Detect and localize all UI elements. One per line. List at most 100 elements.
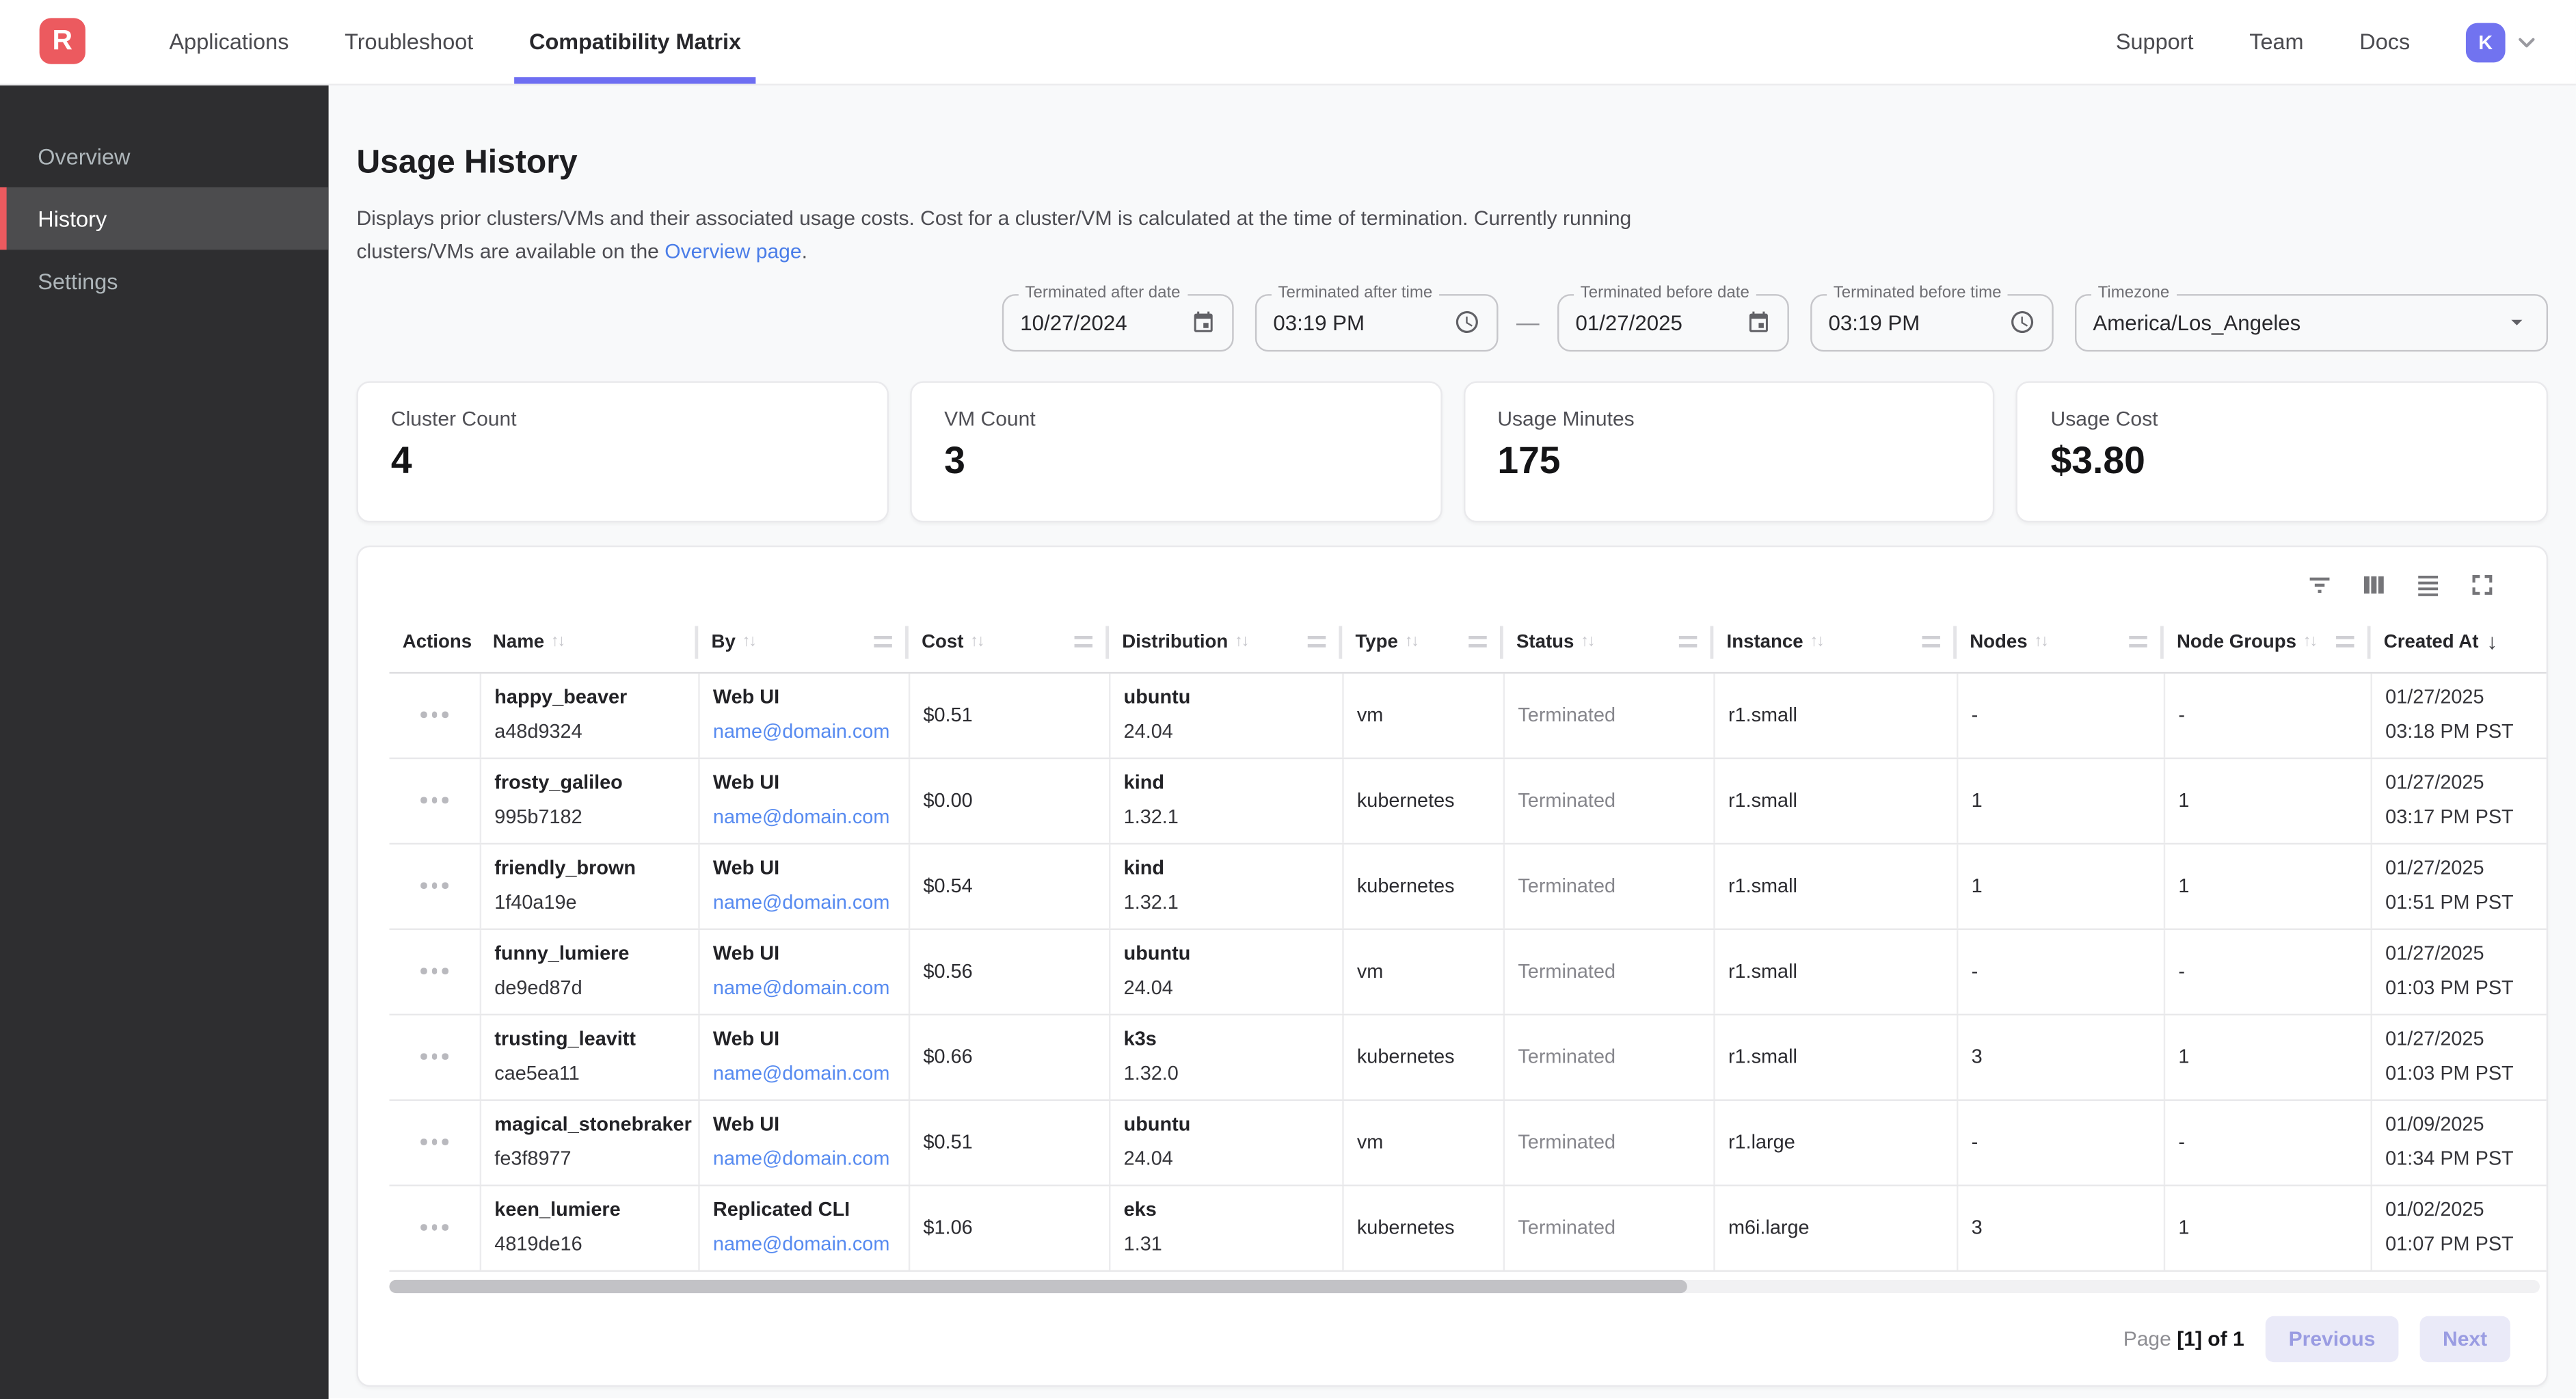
- previous-page-button[interactable]: Previous: [2265, 1315, 2399, 1361]
- sidebar-item-settings[interactable]: Settings: [38, 268, 118, 293]
- sort-arrows-icon[interactable]: ↑↓: [2303, 632, 2318, 651]
- column-header-cost[interactable]: Cost ↑↓: [909, 612, 1110, 671]
- dropdown-caret-icon[interactable]: [2504, 309, 2530, 335]
- account-menu-chevron-down-icon[interactable]: [2514, 29, 2540, 55]
- vm-count-card: VM Count 3: [909, 380, 1442, 522]
- nav-link-support[interactable]: Support: [2115, 29, 2194, 55]
- terminated-before-date-field[interactable]: Terminated before date 01/27/2025: [1557, 283, 1789, 351]
- column-separator[interactable]: [1339, 625, 1343, 658]
- column-separator[interactable]: [2367, 625, 2371, 658]
- column-header-distribution[interactable]: Distribution ↑↓: [1109, 612, 1343, 671]
- terminated-after-time-field[interactable]: Terminated after time 03:19 PM: [1255, 283, 1499, 351]
- node-groups-value: 1: [2178, 874, 2190, 898]
- type-value: kubernetes: [1356, 1045, 1455, 1068]
- column-menu-icon[interactable]: [1922, 635, 1940, 648]
- nav-link-team[interactable]: Team: [2249, 29, 2304, 55]
- column-menu-icon[interactable]: [1678, 635, 1698, 648]
- terminated-after-date-field[interactable]: Terminated after date 10/27/2024: [1002, 283, 1234, 351]
- created-by-email-link[interactable]: name@domain.com: [712, 890, 890, 914]
- column-menu-icon[interactable]: [874, 635, 892, 648]
- column-separator[interactable]: [695, 625, 699, 658]
- row-actions-button[interactable]: [414, 961, 455, 981]
- column-menu-icon[interactable]: [2336, 635, 2354, 648]
- sidebar-item-history[interactable]: History: [0, 187, 329, 250]
- node-groups-value: -: [2178, 959, 2185, 983]
- cluster-id: a48d9324: [494, 719, 582, 743]
- sort-arrows-icon[interactable]: ↑↓: [1234, 632, 1250, 651]
- calendar-icon[interactable]: [1746, 310, 1771, 334]
- created-by-source: Web UI: [712, 1112, 780, 1136]
- column-label: Status: [1516, 631, 1574, 652]
- cell-cost: $0.56: [908, 929, 1109, 1013]
- nav-tab-troubleshoot[interactable]: Troubleshoot: [345, 29, 474, 55]
- user-avatar[interactable]: K: [2465, 22, 2506, 62]
- column-header-by[interactable]: By ↑↓: [698, 612, 909, 671]
- row-actions-button[interactable]: [414, 705, 455, 724]
- clock-icon[interactable]: [1454, 309, 1480, 335]
- column-menu-icon[interactable]: [1074, 635, 1092, 648]
- created-by-email-link[interactable]: name@domain.com: [712, 976, 890, 1000]
- sort-desc-icon[interactable]: ↓: [2486, 629, 2498, 654]
- created-by-email-link[interactable]: name@domain.com: [712, 805, 890, 829]
- nav-link-docs[interactable]: Docs: [2359, 29, 2411, 55]
- row-actions-button[interactable]: [414, 1132, 455, 1151]
- column-header-created[interactable]: Created At ↓: [2371, 612, 2547, 671]
- column-separator[interactable]: [1105, 625, 1110, 658]
- density-icon[interactable]: [2413, 570, 2443, 599]
- table-row: magical_stonebraker fe3f8977 Web UI name@do…: [389, 1100, 2547, 1186]
- sort-arrows-icon[interactable]: ↑↓: [550, 632, 566, 651]
- calendar-icon[interactable]: [1191, 310, 1216, 334]
- terminated-before-time-field[interactable]: Terminated before time 03:19 PM: [1810, 283, 2054, 351]
- row-actions-button[interactable]: [414, 1218, 455, 1237]
- column-menu-icon[interactable]: [1468, 635, 1487, 648]
- filter-icon[interactable]: [2305, 570, 2334, 599]
- next-page-button[interactable]: Next: [2419, 1315, 2510, 1361]
- created-by-source: Replicated CLI: [712, 1197, 850, 1221]
- created-by-email-link[interactable]: name@domain.com: [712, 1232, 890, 1255]
- cell-status: Terminated: [1503, 1185, 1714, 1270]
- column-menu-icon[interactable]: [2129, 635, 2147, 648]
- column-label: Distribution: [1122, 631, 1229, 652]
- column-separator[interactable]: [1710, 625, 1714, 658]
- nav-tab-compatibility-matrix[interactable]: Compatibility Matrix: [501, 0, 769, 84]
- created-date: 01/27/2025: [2385, 771, 2484, 794]
- sort-arrows-icon[interactable]: ↑↓: [1404, 632, 1420, 651]
- cluster-name: funny_lumiere: [494, 941, 630, 965]
- sort-arrows-icon[interactable]: ↑↓: [1581, 632, 1596, 651]
- sidebar-item-overview[interactable]: Overview: [38, 144, 131, 169]
- created-by-email-link[interactable]: name@domain.com: [712, 1061, 890, 1084]
- page-label: Page: [2123, 1327, 2171, 1350]
- column-separator[interactable]: [1953, 625, 1957, 658]
- timezone-select[interactable]: Timezone America/Los_Angeles: [2074, 283, 2549, 351]
- column-header-type[interactable]: Type ↑↓: [1342, 612, 1503, 671]
- sort-arrows-icon[interactable]: ↑↓: [970, 632, 985, 651]
- horizontal-scrollbar-track[interactable]: [389, 1279, 2540, 1292]
- type-value: vm: [1356, 703, 1384, 727]
- created-by-email-link[interactable]: name@domain.com: [712, 719, 890, 743]
- created-by-email-link[interactable]: name@domain.com: [712, 1147, 890, 1170]
- column-header-status[interactable]: Status ↑↓: [1503, 612, 1714, 671]
- column-header-nodes[interactable]: Nodes ↑↓: [1957, 612, 2164, 671]
- clock-icon[interactable]: [2009, 309, 2035, 335]
- column-header-instance[interactable]: Instance ↑↓: [1713, 612, 1957, 671]
- column-header-name[interactable]: Name ↑↓: [480, 612, 699, 671]
- column-menu-icon[interactable]: [1307, 635, 1326, 648]
- replicated-logo[interactable]: R: [39, 18, 85, 64]
- fullscreen-icon[interactable]: [2467, 570, 2497, 599]
- cell-instance: r1.small: [1713, 758, 1957, 842]
- sort-arrows-icon[interactable]: ↑↓: [742, 632, 757, 651]
- column-separator[interactable]: [905, 625, 909, 658]
- column-header-node_groups[interactable]: Node Groups ↑↓: [2164, 612, 2371, 671]
- sort-arrows-icon[interactable]: ↑↓: [2034, 632, 2049, 651]
- row-actions-button[interactable]: [414, 1047, 455, 1066]
- columns-icon[interactable]: [2359, 570, 2389, 599]
- nav-tab-applications[interactable]: Applications: [169, 29, 289, 55]
- row-actions-button[interactable]: [414, 790, 455, 810]
- horizontal-scrollbar-thumb[interactable]: [389, 1279, 1687, 1292]
- row-actions-button[interactable]: [414, 876, 455, 895]
- column-separator[interactable]: [1499, 625, 1503, 658]
- overview-page-link[interactable]: Overview page: [665, 239, 802, 263]
- cluster-name: happy_beaver: [494, 685, 628, 708]
- sort-arrows-icon[interactable]: ↑↓: [1810, 632, 1825, 651]
- column-separator[interactable]: [2160, 625, 2164, 658]
